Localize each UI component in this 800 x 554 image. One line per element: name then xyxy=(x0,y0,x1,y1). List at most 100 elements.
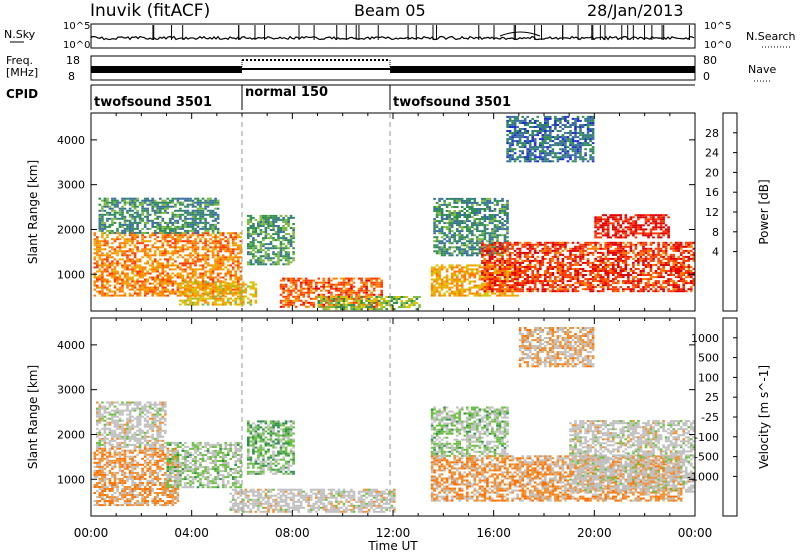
power-cell xyxy=(435,224,439,227)
power-cell xyxy=(186,199,190,202)
power-cell xyxy=(579,274,582,276)
power-cell xyxy=(476,290,479,293)
power-cell xyxy=(186,276,190,279)
power-cell xyxy=(224,287,227,290)
power-cell xyxy=(448,212,451,214)
power-cell xyxy=(166,266,170,269)
power-cell xyxy=(98,213,102,216)
power-cell xyxy=(617,266,620,268)
power-cell xyxy=(644,255,648,258)
power-cell xyxy=(589,286,592,289)
power-cell xyxy=(216,286,220,289)
power-cell xyxy=(277,259,280,262)
power-cell xyxy=(226,256,230,259)
power-cell xyxy=(121,213,124,216)
power-cell xyxy=(133,290,137,293)
power-cell xyxy=(98,203,102,206)
power-cell xyxy=(111,262,114,265)
power-cell xyxy=(463,274,467,277)
power-cell xyxy=(574,290,577,293)
power-cell xyxy=(184,264,187,267)
power-cell xyxy=(317,302,321,304)
power-cell xyxy=(501,199,504,202)
power-cell xyxy=(443,284,446,287)
power-cell xyxy=(438,220,441,223)
power-cell xyxy=(627,264,630,266)
power-cell xyxy=(138,290,142,293)
power-cell xyxy=(191,232,195,235)
power-cell xyxy=(440,246,444,249)
power-cell xyxy=(596,268,600,270)
power-cell xyxy=(194,221,197,224)
power-cell xyxy=(174,197,177,200)
power-cell xyxy=(186,258,190,261)
power-cell xyxy=(171,229,175,232)
power-cell xyxy=(196,254,200,257)
power-cell xyxy=(214,260,217,263)
power-cell xyxy=(96,264,99,267)
power-cell xyxy=(277,263,280,266)
power-cell xyxy=(483,257,487,260)
power-cell xyxy=(252,247,255,250)
power-cell xyxy=(478,278,482,281)
power-cell xyxy=(501,274,504,276)
power-cell xyxy=(287,243,290,246)
power-cell xyxy=(347,277,351,280)
power-cell xyxy=(493,266,497,268)
power-cell xyxy=(254,289,258,292)
power-cell xyxy=(237,282,240,285)
power-cell xyxy=(478,294,482,297)
power-cell xyxy=(498,220,502,223)
power-cell xyxy=(98,258,102,261)
power-cell xyxy=(649,241,653,244)
power-cell xyxy=(506,208,509,210)
power-cell xyxy=(121,217,124,220)
power-cell xyxy=(458,252,461,255)
power-cell xyxy=(164,236,167,239)
power-cell xyxy=(181,270,185,273)
power-cell xyxy=(106,229,109,232)
power-cell xyxy=(380,291,383,294)
power-cell xyxy=(146,278,149,281)
power-cell xyxy=(164,258,167,261)
power-cell xyxy=(632,284,635,287)
power-cell xyxy=(503,280,507,283)
power-cell xyxy=(501,292,504,295)
power-cell xyxy=(262,223,265,225)
power-cell xyxy=(204,246,207,249)
power-cell xyxy=(516,247,519,250)
power-cell xyxy=(148,236,152,239)
power-cell xyxy=(619,257,623,260)
power-cell xyxy=(312,303,316,306)
power-cell xyxy=(518,268,522,270)
power-cell xyxy=(179,225,182,228)
power-cell xyxy=(503,268,507,270)
power-cell xyxy=(539,259,542,262)
power-cell xyxy=(596,255,600,258)
power-cell xyxy=(226,286,230,289)
power-cell xyxy=(541,251,545,254)
power-cell xyxy=(460,288,464,291)
power-cell xyxy=(435,280,439,283)
power-cell xyxy=(237,260,240,263)
power-cell xyxy=(209,227,212,230)
power-cell xyxy=(481,241,484,244)
power-cell xyxy=(216,264,220,267)
power-cell xyxy=(184,291,187,294)
power-cell xyxy=(123,266,127,269)
power-cell xyxy=(501,210,504,212)
power-cell xyxy=(614,286,618,289)
power-cell xyxy=(269,229,273,231)
power-cell xyxy=(531,282,534,285)
power-cell xyxy=(299,277,303,280)
power-cell xyxy=(448,278,451,281)
power-cell xyxy=(189,291,192,294)
power-cell xyxy=(176,227,180,230)
power-cell xyxy=(498,208,502,210)
power-cell xyxy=(136,258,139,261)
power-cell xyxy=(186,248,190,251)
power-cell xyxy=(528,249,532,252)
power-cell xyxy=(473,246,477,249)
power-cell xyxy=(101,236,104,239)
power-cell xyxy=(201,278,205,281)
